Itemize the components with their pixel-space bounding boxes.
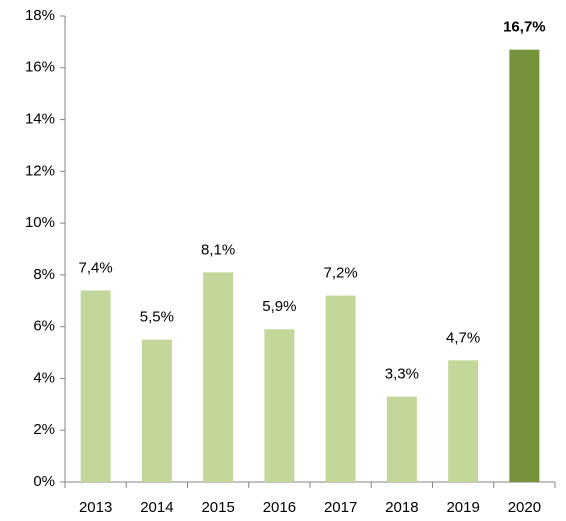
x-tick-label: 2020 bbox=[508, 499, 541, 516]
y-tick-label: 6% bbox=[33, 318, 55, 335]
y-tick-label: 10% bbox=[25, 214, 55, 231]
value-label: 7,2% bbox=[324, 265, 358, 282]
y-tick-label: 0% bbox=[33, 473, 55, 490]
bar bbox=[386, 396, 417, 482]
value-label: 8,1% bbox=[201, 241, 235, 258]
bar bbox=[264, 329, 295, 482]
bar bbox=[448, 360, 479, 482]
y-tick-label: 14% bbox=[25, 111, 55, 128]
value-label: 3,3% bbox=[385, 366, 419, 383]
bar bbox=[509, 49, 540, 483]
value-label: 16,7% bbox=[503, 19, 546, 36]
y-tick-label: 16% bbox=[25, 59, 55, 76]
bar bbox=[325, 295, 356, 482]
x-tick-label: 2018 bbox=[385, 499, 418, 516]
value-label: 7,4% bbox=[79, 259, 113, 276]
value-label: 4,7% bbox=[446, 329, 480, 346]
x-tick-label: 2014 bbox=[140, 499, 173, 516]
x-tick-label: 2015 bbox=[201, 499, 234, 516]
x-tick-label: 2017 bbox=[324, 499, 357, 516]
y-tick-label: 18% bbox=[25, 7, 55, 24]
x-tick-label: 2019 bbox=[446, 499, 479, 516]
y-tick-label: 12% bbox=[25, 162, 55, 179]
value-label: 5,5% bbox=[140, 309, 174, 326]
y-tick-label: 2% bbox=[33, 421, 55, 438]
x-tick-label: 2016 bbox=[263, 499, 296, 516]
value-label: 5,9% bbox=[262, 298, 296, 315]
y-tick-label: 4% bbox=[33, 369, 55, 386]
bar bbox=[203, 272, 234, 482]
x-tick-label: 2013 bbox=[79, 499, 112, 516]
y-tick-label: 8% bbox=[33, 266, 55, 283]
bar bbox=[80, 290, 111, 482]
bar bbox=[141, 339, 172, 482]
